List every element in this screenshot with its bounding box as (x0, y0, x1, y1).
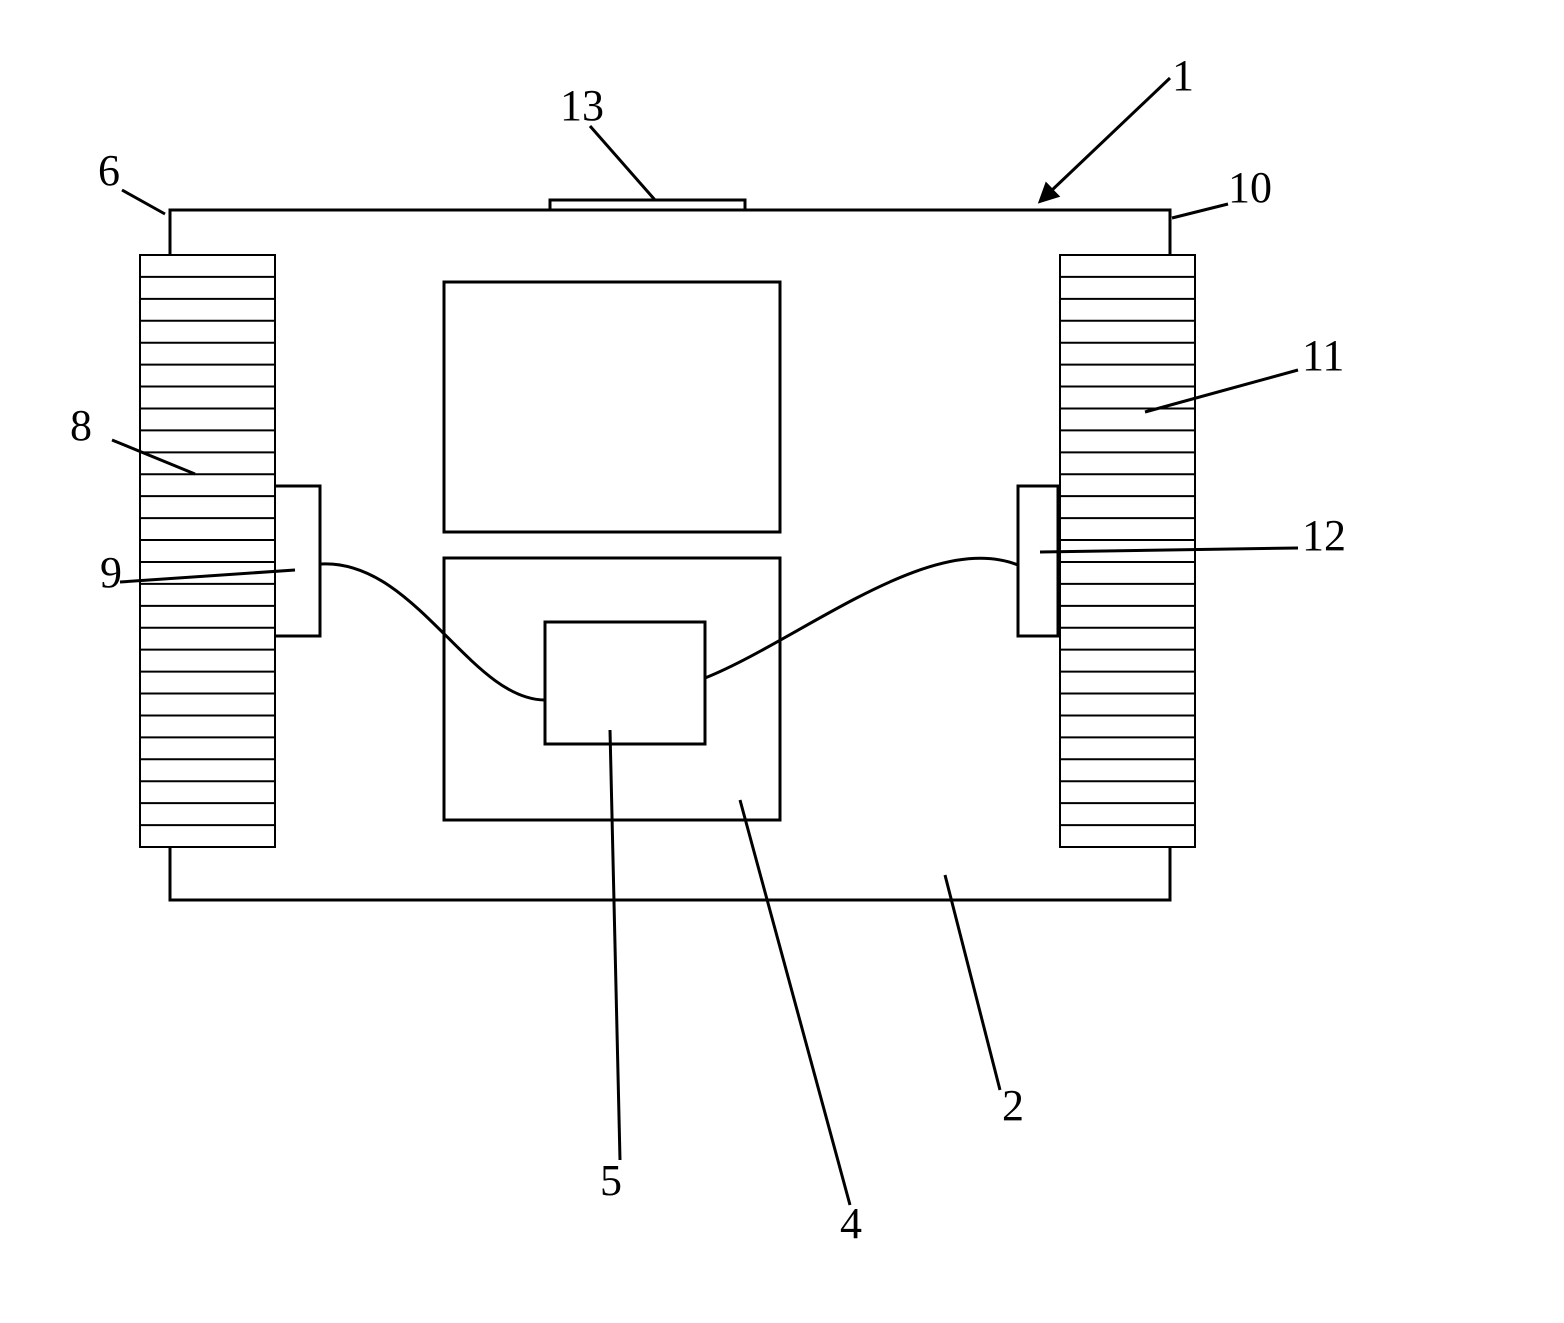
callout-line-5 (610, 730, 620, 1160)
callout-label-5: 5 (600, 1156, 622, 1205)
top-plate (550, 200, 745, 210)
callout-label-4: 4 (840, 1199, 862, 1248)
callout-label-13: 13 (560, 81, 604, 130)
callout-label-1: 1 (1172, 51, 1194, 100)
callout-line-10 (1172, 204, 1228, 218)
callout-label-8: 8 (70, 401, 92, 450)
machine-diagram (140, 200, 1195, 900)
callout-label-6: 6 (98, 146, 120, 195)
callout-label-10: 10 (1228, 163, 1272, 212)
left-grill (140, 255, 275, 847)
inner-module (545, 622, 705, 744)
left-connector (272, 486, 320, 636)
callout-line-1 (1050, 78, 1170, 192)
callout-label-9: 9 (100, 548, 122, 597)
callout-label-11: 11 (1302, 331, 1344, 380)
center-panel-upper (444, 282, 780, 532)
callout-label-12: 12 (1302, 511, 1346, 560)
callout-line-6 (122, 190, 165, 214)
callout-line-2 (945, 875, 1000, 1090)
right-connector (1018, 486, 1058, 636)
callout-line-4 (740, 800, 850, 1205)
wire-left (320, 564, 545, 700)
callout-line-13 (590, 126, 655, 200)
wire-right (705, 558, 1018, 678)
callout-label-2: 2 (1002, 1081, 1024, 1130)
